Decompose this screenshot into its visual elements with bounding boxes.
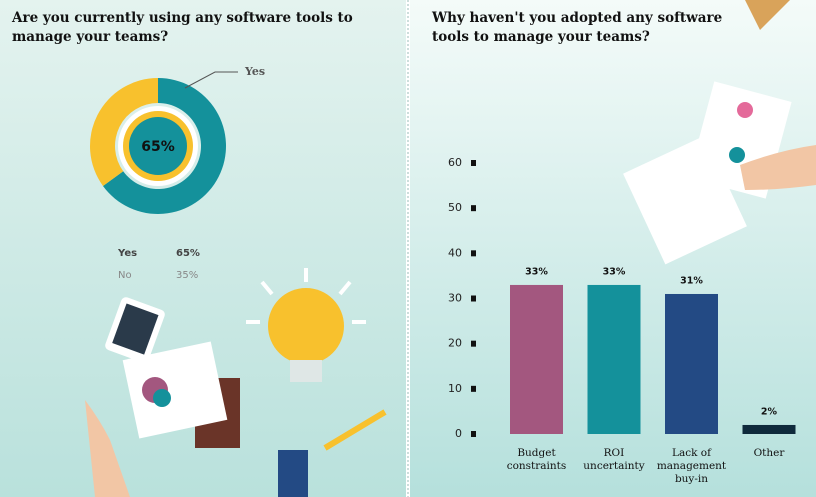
center-label: 65% [141, 139, 175, 155]
tick-mark [471, 250, 476, 257]
y-tick-label: 50 [448, 201, 462, 214]
y-tick-label: 0 [455, 427, 462, 440]
tick-mark [471, 340, 476, 347]
y-tick-label: 60 [448, 156, 462, 169]
ring [129, 117, 187, 175]
tick-mark [471, 431, 476, 437]
x-tick-label: Budget constraints [506, 447, 567, 472]
value-label: 31% [680, 275, 703, 286]
y-tick-label: 30 [448, 292, 462, 305]
bar [742, 424, 796, 434]
donut-segment [102, 78, 226, 214]
value-label: 2% [761, 406, 778, 417]
bar [510, 284, 563, 434]
x-tick-label: ROI uncertainty [583, 447, 645, 472]
x-tick-label: Lack of management buy-in [656, 447, 727, 485]
legend-value: 65% [176, 248, 200, 259]
chart-title: Why haven't you adopted any software too… [432, 10, 723, 45]
y-tick-label: 10 [448, 382, 462, 395]
value-label: 33% [603, 266, 626, 277]
y-tick-label: 20 [448, 337, 462, 350]
bar [665, 293, 718, 434]
value-label: 33% [525, 266, 548, 277]
callout-label: Yes [244, 65, 265, 78]
donut-segment [90, 78, 158, 186]
legend-label: No [118, 270, 132, 281]
bar [587, 284, 641, 434]
callout-line [184, 71, 238, 89]
y-tick-label: 40 [448, 246, 462, 259]
chart-title: Are you currently using any software too… [12, 10, 353, 45]
tick-mark [471, 160, 476, 166]
legend-label: Yes [117, 248, 137, 259]
tick-mark [471, 205, 476, 212]
tick-mark [471, 295, 476, 302]
x-tick-label: Other [753, 447, 785, 459]
illustration [85, 0, 816, 497]
legend-value: 35% [176, 270, 198, 281]
tick-mark [471, 385, 476, 392]
